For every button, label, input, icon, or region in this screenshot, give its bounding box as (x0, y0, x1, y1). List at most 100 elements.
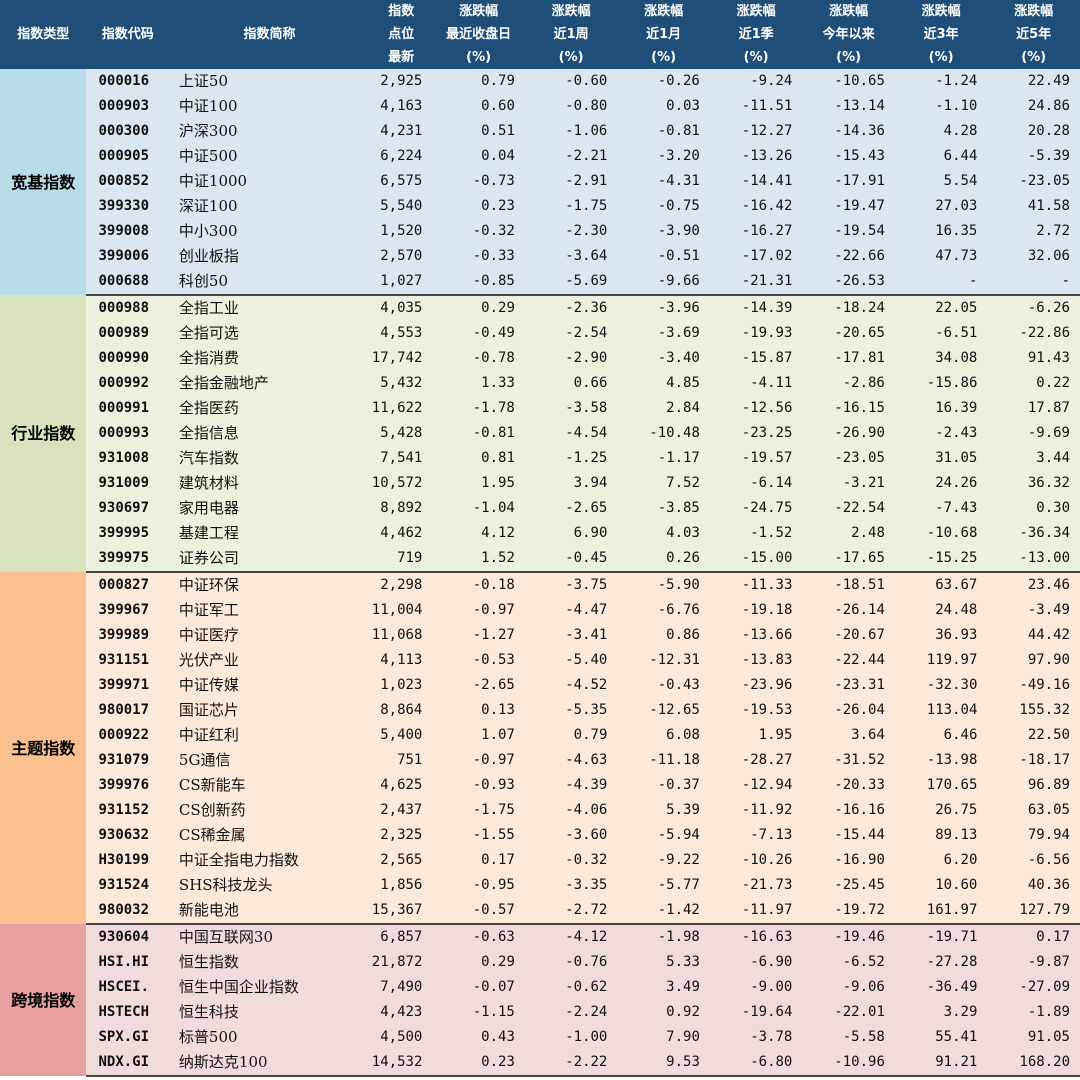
index-point: 4,423 (370, 1000, 433, 1025)
change-5y: -6.56 (987, 848, 1080, 873)
change-1w: -0.80 (524, 94, 618, 119)
index-code: 000827 (86, 572, 169, 598)
change-last-close: 1.33 (432, 371, 525, 396)
change-1q: -16.27 (709, 219, 803, 244)
change-5y: 32.06 (987, 244, 1080, 269)
index-name: 全指金融地产 (168, 371, 371, 396)
change-last-close: -2.65 (432, 673, 525, 698)
change-5y: -3.49 (987, 598, 1080, 623)
change-1m: 6.08 (617, 723, 710, 748)
index-point: 4,625 (370, 773, 433, 798)
change-5y: 127.79 (987, 898, 1080, 925)
index-point: 11,622 (370, 396, 433, 421)
change-1m: -12.65 (617, 698, 710, 723)
change-last-close: -1.27 (432, 623, 525, 648)
change-1w: -0.45 (524, 546, 618, 573)
index-code: 000852 (86, 169, 169, 194)
change-1q: -11.92 (709, 798, 803, 823)
index-point: 11,004 (370, 598, 433, 623)
change-1q: -13.83 (709, 648, 803, 673)
index-name: 基建工程 (168, 521, 371, 546)
table-row: 399976 CS新能车 4,625 -0.93 -4.39 -0.37 -12.94 -20… (0, 773, 1080, 798)
index-code: HSCEI. (86, 975, 169, 1000)
change-1m: -5.77 (617, 873, 710, 898)
change-3y: 24.48 (894, 598, 988, 623)
index-code: 000905 (86, 144, 169, 169)
header-line: 涨跌幅 (644, 4, 684, 19)
header-index-name: 指数简称 (168, 0, 371, 69)
change-1w: -4.06 (524, 798, 618, 823)
index-name: 建筑材料 (168, 471, 371, 496)
change-last-close: -0.18 (432, 572, 525, 598)
change-5y: 22.49 (987, 69, 1080, 94)
change-last-close: -1.55 (432, 823, 525, 848)
change-ytd: -25.45 (802, 873, 895, 898)
change-ytd: -10.96 (802, 1050, 895, 1077)
index-code: 399967 (86, 598, 169, 623)
change-5y: -9.69 (987, 421, 1080, 446)
change-3y: -27.28 (894, 950, 988, 975)
index-point: 8,892 (370, 496, 433, 521)
change-1m: 0.86 (617, 623, 710, 648)
category-label: 行业指数 (0, 295, 87, 572)
change-last-close: 4.12 (432, 521, 525, 546)
table-row: 000993 全指信息 5,428 -0.81 -4.54 -10.48 -23.25 -26… (0, 421, 1080, 446)
header-line: 涨跌幅 (829, 4, 869, 19)
header-line: 最近收盘日 (446, 27, 512, 42)
index-name: CS新能车 (168, 773, 371, 798)
header-line: 指数简称 (243, 27, 296, 42)
category-label: 主题指数 (0, 572, 87, 924)
change-last-close: -0.95 (432, 873, 525, 898)
index-code: 980017 (86, 698, 169, 723)
change-3y: -15.86 (894, 371, 988, 396)
change-ytd: -17.91 (802, 169, 895, 194)
table-row: 000905 中证500 6,224 0.04 -2.21 -3.20 -13.26 -15.… (0, 144, 1080, 169)
index-code: 000990 (86, 346, 169, 371)
change-1q: -23.96 (709, 673, 803, 698)
change-3y: 55.41 (894, 1025, 988, 1050)
change-ytd: -20.33 (802, 773, 895, 798)
change-3y: 16.39 (894, 396, 988, 421)
change-5y: 22.50 (987, 723, 1080, 748)
change-1w: -3.60 (524, 823, 618, 848)
table-row: 行业指数 000988 全指工业 4,035 0.29 -2.36 -3.96 -14.39-… (0, 295, 1080, 572)
change-1m: 4.03 (617, 521, 710, 546)
change-1w: -2.65 (524, 496, 618, 521)
index-name: 恒生指数 (168, 950, 371, 975)
index-code: H30199 (86, 848, 169, 873)
table-row: HSTECH 恒生科技 4,423 -1.15 -2.24 0.92 -19.64 -22.0… (0, 1000, 1080, 1025)
index-code: 000922 (86, 723, 169, 748)
change-1m: 9.53 (617, 1050, 710, 1077)
index-point: 5,540 (370, 194, 433, 219)
change-3y: -7.43 (894, 496, 988, 521)
header-line: (%) (743, 50, 769, 65)
change-1m: -3.40 (617, 346, 710, 371)
index-code: 931079 (86, 748, 169, 773)
change-1q: -21.31 (709, 269, 803, 296)
change-3y: 24.26 (894, 471, 988, 496)
change-last-close: 0.23 (432, 1050, 525, 1077)
index-point: 1,520 (370, 219, 433, 244)
index-name: 全指工业 (168, 295, 371, 321)
change-3y: 5.54 (894, 169, 988, 194)
table-row: 399971 中证传媒 1,023 -2.65 -4.52 -0.43 -23.96 -23.… (0, 673, 1080, 698)
change-1w: -3.35 (524, 873, 618, 898)
change-1m: 4.85 (617, 371, 710, 396)
change-last-close: -0.32 (432, 219, 525, 244)
index-code: 000988 (86, 295, 169, 321)
change-1q: -19.53 (709, 698, 803, 723)
index-point: 4,231 (370, 119, 433, 144)
change-3y: 26.75 (894, 798, 988, 823)
change-1m: -3.69 (617, 321, 710, 346)
index-point: 2,437 (370, 798, 433, 823)
change-1q: -10.26 (709, 848, 803, 873)
change-1q: -11.33 (709, 572, 803, 598)
index-name: 恒生中国企业指数 (168, 975, 371, 1000)
index-name: 创业板指 (168, 244, 371, 269)
header-line: 涨跌幅 (921, 4, 961, 19)
change-3y: -1.24 (894, 69, 988, 94)
table-row: 930697 家用电器 8,892 -1.04 -2.65 -3.85 -24.75 -22.… (0, 496, 1080, 521)
header-line: (%) (558, 50, 584, 65)
change-5y: -23.05 (987, 169, 1080, 194)
index-point: 6,575 (370, 169, 433, 194)
